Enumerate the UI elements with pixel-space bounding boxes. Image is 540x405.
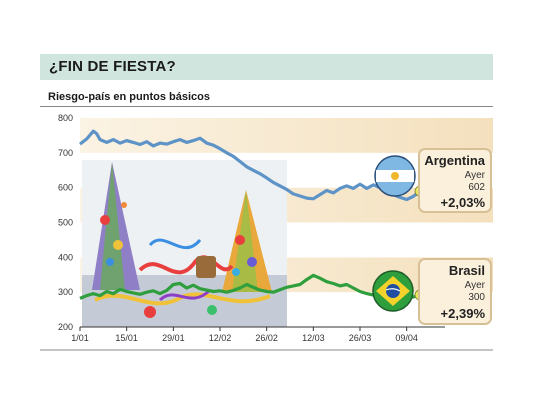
x-tick-label: 29/01 (162, 333, 185, 343)
title-band: ¿FIN DE FIESTA? (40, 54, 493, 80)
y-tick-label: 600 (58, 183, 73, 193)
argentina-annotation: Argentina Ayer 602 +2,03% (418, 148, 492, 213)
subtitle-rule (40, 106, 493, 107)
x-tick-label: 12/03 (302, 333, 325, 343)
party-hats-photo-icon (82, 160, 287, 327)
argentina-name: Argentina (424, 153, 485, 168)
x-tick-label: 12/02 (209, 333, 232, 343)
argentina-ayer-value: 602 (468, 182, 485, 193)
y-tick-label: 800 (58, 113, 73, 123)
brasil-change: +2,39% (441, 306, 486, 321)
chart-title: ¿FIN DE FIESTA? (49, 58, 176, 75)
y-tick-labels: 200 300 400 500 600 700 800 (58, 113, 73, 332)
x-tick-label: 1/01 (71, 333, 89, 343)
brasil-flag-icon (372, 270, 414, 312)
background-band (80, 118, 493, 153)
x-tick-label: 26/02 (255, 333, 278, 343)
brasil-ayer-label: Ayer (465, 280, 486, 291)
argentina-ayer-label: Ayer (465, 170, 486, 181)
y-tick-label: 300 (58, 287, 73, 297)
x-tick-label: 09/04 (395, 333, 418, 343)
y-tick-label: 400 (58, 252, 73, 262)
y-tick-label: 500 (58, 218, 73, 228)
series-line-brasil (79, 273, 421, 300)
chart-subtitle: Riesgo-país en puntos básicos (48, 91, 210, 103)
y-tick-label: 200 (58, 322, 73, 332)
brasil-annotation: Brasil Ayer 300 +2,39% (418, 258, 492, 325)
brasil-name: Brasil (449, 263, 485, 278)
argentina-flag-icon (374, 155, 416, 197)
series-line-argentina (79, 129, 421, 202)
x-tick-label: 26/03 (349, 333, 372, 343)
y-tick-label: 700 (58, 148, 73, 158)
brasil-ayer-value: 300 (468, 292, 485, 303)
argentina-change: +2,03% (441, 195, 486, 210)
x-tick-labels: 1/01 15/01 29/01 12/02 26/02 12/03 26/03 09/04 (71, 327, 418, 343)
x-tick-label: 15/01 (115, 333, 138, 343)
